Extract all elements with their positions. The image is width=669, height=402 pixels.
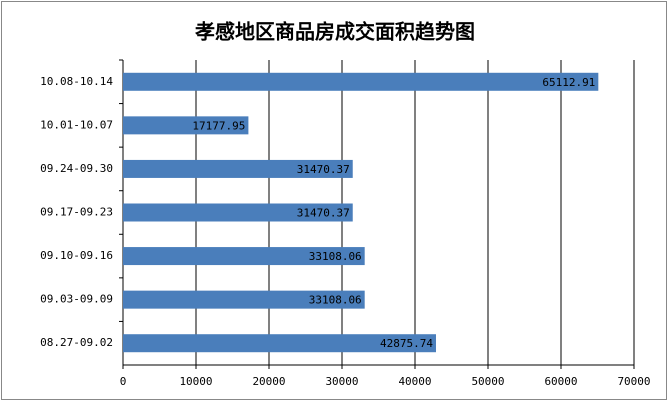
y-tick-label: 08.27-09.02 (40, 336, 113, 349)
x-tick-label: 20000 (252, 375, 285, 388)
value-label: 31470.37 (297, 207, 350, 220)
value-label: 42875.74 (380, 337, 433, 350)
y-tick-label: 09.24-09.30 (40, 162, 113, 175)
bar (123, 290, 365, 309)
y-tick-label: 09.17-09.23 (40, 206, 113, 219)
value-label: 33108.06 (309, 250, 362, 263)
x-tick-label: 0 (120, 375, 127, 388)
y-tick-label: 10.08-10.14 (40, 75, 113, 88)
bar (123, 159, 353, 178)
bar (123, 116, 249, 135)
bar (123, 72, 599, 91)
x-tick-label: 30000 (325, 375, 358, 388)
value-label: 17177.95 (192, 119, 245, 132)
x-tick-label: 50000 (471, 375, 504, 388)
bar (123, 247, 365, 266)
x-tick-label: 60000 (544, 375, 577, 388)
x-tick-label: 70000 (617, 375, 650, 388)
x-tick-label: 40000 (398, 375, 431, 388)
y-tick-label: 09.10-09.16 (40, 249, 113, 262)
value-label: 33108.06 (309, 294, 362, 307)
value-label: 31470.37 (297, 163, 350, 176)
bar (123, 334, 436, 353)
y-tick-label: 10.01-10.07 (40, 118, 113, 131)
value-label: 65112.91 (542, 76, 595, 89)
chart-title: 孝感地区商品房成交面积趋势图 (194, 20, 475, 44)
y-tick-label: 09.03-09.09 (40, 293, 113, 306)
x-tick-label: 10000 (179, 375, 212, 388)
bar (123, 203, 353, 222)
